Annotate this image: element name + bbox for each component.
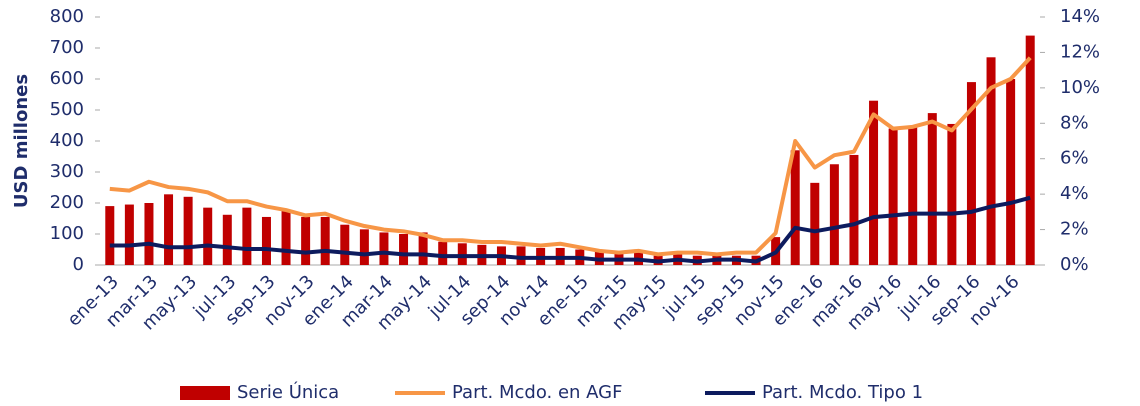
y-tick-label: 200 <box>50 192 84 213</box>
bar <box>516 246 526 265</box>
legend-label: Part. Mcdo. Tipo 1 <box>762 382 923 403</box>
bar <box>1025 35 1035 265</box>
bar <box>183 196 193 265</box>
y-tick-label: 500 <box>50 99 84 120</box>
bar <box>869 100 879 265</box>
bar <box>888 128 898 265</box>
bar <box>810 182 820 265</box>
bar <box>927 113 937 265</box>
y2-tick-label: 8% <box>1060 112 1089 133</box>
bar <box>947 123 957 265</box>
legend-label: Serie Única <box>237 381 339 403</box>
bar <box>966 82 976 265</box>
bar <box>790 150 800 265</box>
legend-swatch <box>180 386 230 400</box>
y-axis-title: USD millones <box>11 74 32 208</box>
y-tick-label: 800 <box>50 6 84 27</box>
bar <box>829 164 839 265</box>
y2-tick-label: 6% <box>1060 148 1089 169</box>
bar <box>242 207 252 265</box>
line <box>109 56 1032 257</box>
bar <box>418 232 428 265</box>
y-tick-label: 700 <box>50 37 84 58</box>
bar <box>281 210 291 265</box>
bar <box>340 224 350 265</box>
y2-tick-label: 0% <box>1060 254 1089 275</box>
line <box>109 195 1031 264</box>
legend-label: Part. Mcdo. en AGF <box>452 382 622 403</box>
bar <box>379 232 389 265</box>
y-tick-label: 0 <box>73 254 84 275</box>
y2-tick-label: 4% <box>1060 183 1089 204</box>
bar <box>222 214 232 265</box>
bar <box>203 207 213 265</box>
bar <box>986 57 996 265</box>
bar <box>849 154 859 265</box>
bar <box>261 216 271 265</box>
bar <box>908 125 918 265</box>
bar <box>144 203 154 265</box>
y2-tick-label: 12% <box>1060 41 1100 62</box>
bar <box>1006 79 1016 265</box>
bar <box>105 206 115 265</box>
y-tick-label: 600 <box>50 68 84 89</box>
bar <box>124 204 134 265</box>
bar <box>301 216 311 265</box>
y-tick-label: 300 <box>50 161 84 182</box>
bar <box>320 216 330 265</box>
y-tick-label: 100 <box>50 223 84 244</box>
bar <box>164 194 174 265</box>
y2-tick-label: 10% <box>1060 77 1100 98</box>
bar <box>359 229 369 265</box>
y-tick-label: 400 <box>50 130 84 151</box>
bar <box>399 234 409 265</box>
y2-tick-label: 14% <box>1060 6 1100 27</box>
y2-tick-label: 2% <box>1060 219 1089 240</box>
bar <box>438 241 448 265</box>
